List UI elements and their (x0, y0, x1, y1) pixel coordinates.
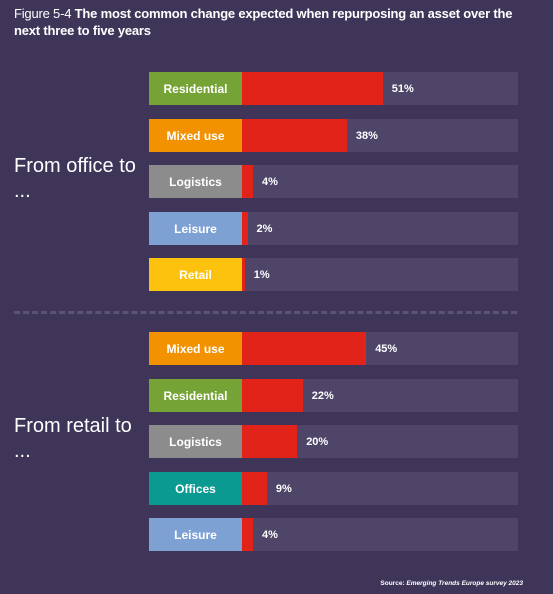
bar (242, 72, 383, 105)
bar (242, 332, 367, 365)
bar-row-retail-logistics: Logistics 20% (149, 425, 518, 458)
section-divider (14, 311, 517, 314)
category-label: Logistics (149, 165, 242, 198)
category-label: Retail (149, 258, 242, 291)
category-label: Residential (149, 379, 242, 412)
bar-row-office-mixed-use: Mixed use 38% (149, 119, 518, 152)
category-label: Residential (149, 72, 242, 105)
source-note: Source: Emerging Trends Europe survey 20… (380, 580, 523, 587)
bar-track (242, 472, 518, 505)
bar-row-office-leisure: Leisure 2% (149, 212, 518, 245)
value-label: 38% (355, 129, 378, 142)
bar-row-retail-leisure: Leisure 4% (149, 518, 518, 551)
value-label: 4% (262, 528, 278, 541)
bar-row-retail-residential: Residential 22% (149, 379, 518, 412)
bar (242, 379, 303, 412)
category-label: Leisure (149, 518, 242, 551)
bar (242, 165, 254, 198)
figure-title: Figure 5-4 The most common change expect… (14, 5, 534, 39)
category-label: Offices (149, 472, 242, 505)
source-prefix: Source: (380, 580, 407, 587)
value-label: 22% (311, 389, 334, 402)
bar (242, 425, 298, 458)
category-label: Leisure (149, 212, 242, 245)
bar (242, 212, 248, 245)
source-name: Emerging Trends Europe survey 2023 (406, 580, 523, 587)
bar-track (242, 258, 518, 291)
bar (242, 258, 245, 291)
value-label: 9% (275, 482, 292, 495)
bar (242, 518, 254, 551)
bar-row-retail-mixed-use: Mixed use 45% (149, 332, 518, 365)
bar-row-retail-offices: Offices 9% (149, 472, 518, 505)
value-label: 20% (306, 435, 329, 448)
bar-row-office-retail: Retail 1% (149, 258, 518, 291)
group-label-retail: From retail to ... (14, 415, 132, 462)
figure-title-text: The most common change expected when rep… (14, 6, 513, 38)
bar-track (242, 165, 518, 198)
category-label: Logistics (149, 425, 242, 458)
category-label: Mixed use (149, 119, 242, 152)
bar-track (242, 518, 518, 551)
value-label: 45% (375, 342, 398, 355)
bar (242, 472, 267, 505)
group-label-office: From office to ... (14, 155, 136, 202)
value-label: 4% (262, 175, 278, 188)
value-label: 1% (253, 268, 270, 281)
bar-row-office-logistics: Logistics 4% (149, 165, 518, 198)
bar-track (242, 212, 518, 245)
value-label: 51% (391, 82, 414, 95)
category-label: Mixed use (149, 332, 242, 365)
value-label: 2% (256, 222, 273, 235)
bar-row-office-residential: Residential 51% (149, 72, 518, 105)
bar (242, 119, 347, 152)
figure-number: Figure 5-4 (14, 6, 72, 21)
